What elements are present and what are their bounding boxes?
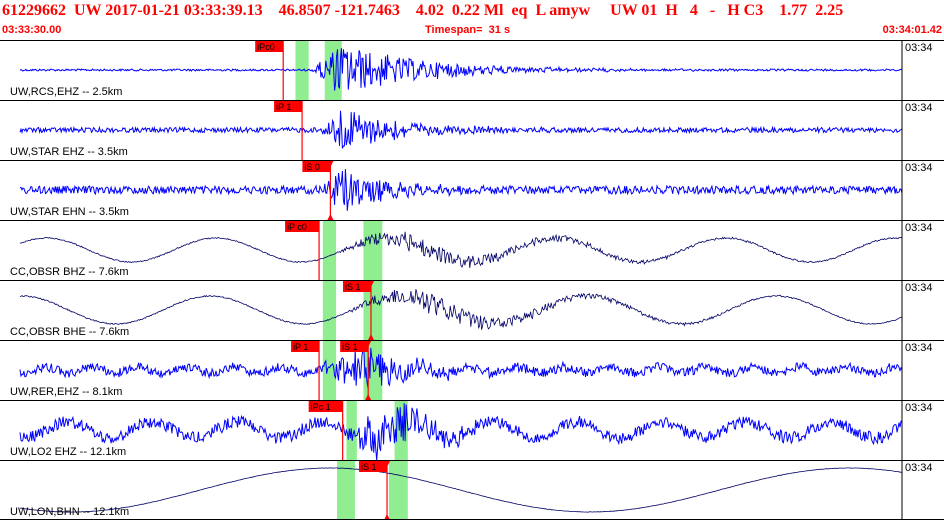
end-time: 03:34:01.42: [882, 24, 942, 36]
phase-window[interactable]: [337, 461, 355, 520]
event-longitude: -121.7463: [334, 2, 400, 19]
phase-pick-label: iS 0: [304, 162, 320, 172]
row-time-label: 03:34: [905, 42, 933, 54]
s-marker-bottom: [365, 394, 372, 400]
waveform-trace: [19, 48, 903, 91]
channel-row[interactable]: iP 1 03:34 UW,STAR EHZ -- 3.5km: [0, 100, 944, 161]
waveform-trace: [19, 169, 903, 211]
event-mag-type: Ml: [483, 2, 504, 19]
phase-pick-flag[interactable]: [342, 281, 371, 292]
event-value-2: 2.25: [815, 2, 844, 19]
waveform-trace: [19, 289, 903, 330]
s-marker-top: [384, 461, 391, 467]
row-time-label: 03:34: [905, 162, 933, 174]
row-time-label: 03:34: [905, 402, 933, 414]
waveform-trace: [19, 110, 903, 149]
s-marker-top: [367, 281, 374, 287]
phase-pick-flag[interactable]: [274, 101, 303, 112]
channel-label: CC,OBSR BHZ -- 7.6km: [10, 266, 129, 278]
channel-label: UW,RER,EHZ -- 8.1km: [10, 386, 122, 398]
phase-pick-label: iPc0: [257, 42, 275, 52]
row-time-label: 03:34: [905, 342, 933, 354]
s-marker-top: [365, 341, 372, 347]
phase-pick-flag[interactable]: [302, 161, 331, 172]
channel-label: UW,RCS,EHZ -- 2.5km: [10, 86, 122, 98]
phase-pick-label: iS 1: [342, 342, 358, 352]
s-marker-bottom: [384, 514, 391, 520]
phase-pick-label: iP c0: [287, 222, 307, 232]
event-datetime: 2017-01-21 03:33:39.13: [105, 2, 263, 19]
channel-label: UW,LON,BHN -- 12.1km: [10, 506, 129, 518]
event-value-1: 1.77: [779, 2, 808, 19]
row-time-label: 03:34: [905, 462, 933, 474]
channel-row[interactable]: iS 1 03:34 UW,LON,BHN -- 12.1km: [0, 460, 944, 520]
phase-pick-label: iPc 1: [311, 402, 331, 412]
row-time-label: 03:34: [905, 282, 933, 294]
phase-pick-flag[interactable]: [255, 41, 284, 52]
row-time-label: 03:34: [905, 222, 933, 234]
flag-h2: H: [727, 2, 740, 19]
phase-window[interactable]: [363, 281, 383, 340]
phase-window[interactable]: [322, 221, 337, 280]
phase-pick-flag[interactable]: [308, 401, 343, 412]
waveform-trace: [19, 403, 903, 461]
seismogram-panel[interactable]: iPc0 03:34 UW,RCS,EHZ -- 2.5km iP 1 03:34 UW,…: [0, 40, 944, 520]
event-magnitude: 0.22: [451, 2, 480, 19]
phase-window[interactable]: [322, 341, 337, 400]
phase-window[interactable]: [363, 221, 383, 280]
event-author: amyw: [549, 2, 591, 19]
event-summary-line: 61229662 UW 2017-01-21 03:33:39.13 46.85…: [2, 2, 843, 20]
phase-pick-label: iP 1: [276, 102, 291, 112]
channel-label: UW,STAR EHZ -- 3.5km: [10, 146, 128, 158]
channel-row[interactable]: iPc 1 03:34 UW,LO2 EHZ -- 12.1km: [0, 400, 944, 461]
channel-row[interactable]: iPc0 03:34 UW,RCS,EHZ -- 2.5km: [0, 40, 944, 101]
event-type: eq: [511, 2, 528, 19]
s-marker-bottom: [327, 214, 334, 220]
channel-row[interactable]: iS 1 03:34 CC,OBSR BHE -- 7.6km: [0, 280, 944, 341]
phase-pick-label: iS 1: [361, 462, 377, 472]
phase-pick-flag[interactable]: [291, 341, 320, 352]
event-class: L: [535, 2, 546, 19]
phase-pick-label: iS 1: [345, 282, 361, 292]
row-time-label: 03:34: [905, 102, 933, 114]
s-marker-top: [327, 161, 334, 167]
phase-window[interactable]: [388, 461, 408, 520]
timespan-label: Timespan= 31 s: [425, 24, 511, 36]
source-network: UW: [610, 2, 638, 19]
channel-label: CC,OBSR BHE -- 7.6km: [10, 326, 129, 338]
channel-label: UW,LO2 EHZ -- 12.1km: [10, 446, 126, 458]
event-header: 61229662 UW 2017-01-21 03:33:39.13 46.85…: [0, 0, 944, 40]
waveform-trace: [19, 467, 903, 513]
channel-row[interactable]: iP c0 03:34 CC,OBSR BHZ -- 7.6km: [0, 220, 944, 281]
channel-row[interactable]: iS 0 03:34 UW,STAR EHN -- 3.5km: [0, 160, 944, 221]
channel-row[interactable]: iP 1 iS 1 03:34 UW,RER,EHZ -- 8.1km: [0, 340, 944, 401]
event-depth: 4.02: [415, 2, 444, 19]
start-time: 03:33:30.00: [2, 24, 62, 36]
flag-dash: -: [709, 2, 716, 19]
event-version: 01: [641, 2, 658, 19]
phase-pick-flag[interactable]: [340, 341, 369, 352]
event-network: UW: [74, 2, 102, 19]
event-id: 61229662: [2, 2, 66, 19]
event-quality: C3: [743, 2, 764, 19]
channel-label: UW,STAR EHN -- 3.5km: [10, 206, 129, 218]
phase-pick-flag[interactable]: [359, 461, 388, 472]
s-marker-bottom: [367, 334, 374, 340]
phase-window[interactable]: [322, 281, 337, 340]
flag-number: 4: [689, 2, 698, 19]
waveform-trace: [19, 347, 903, 388]
phase-pick-label: iP 1: [293, 342, 308, 352]
phase-pick-flag[interactable]: [285, 221, 320, 232]
waveform-trace: [19, 231, 903, 269]
event-latitude: 46.8507: [278, 2, 331, 19]
flag-h1: H: [665, 2, 678, 19]
